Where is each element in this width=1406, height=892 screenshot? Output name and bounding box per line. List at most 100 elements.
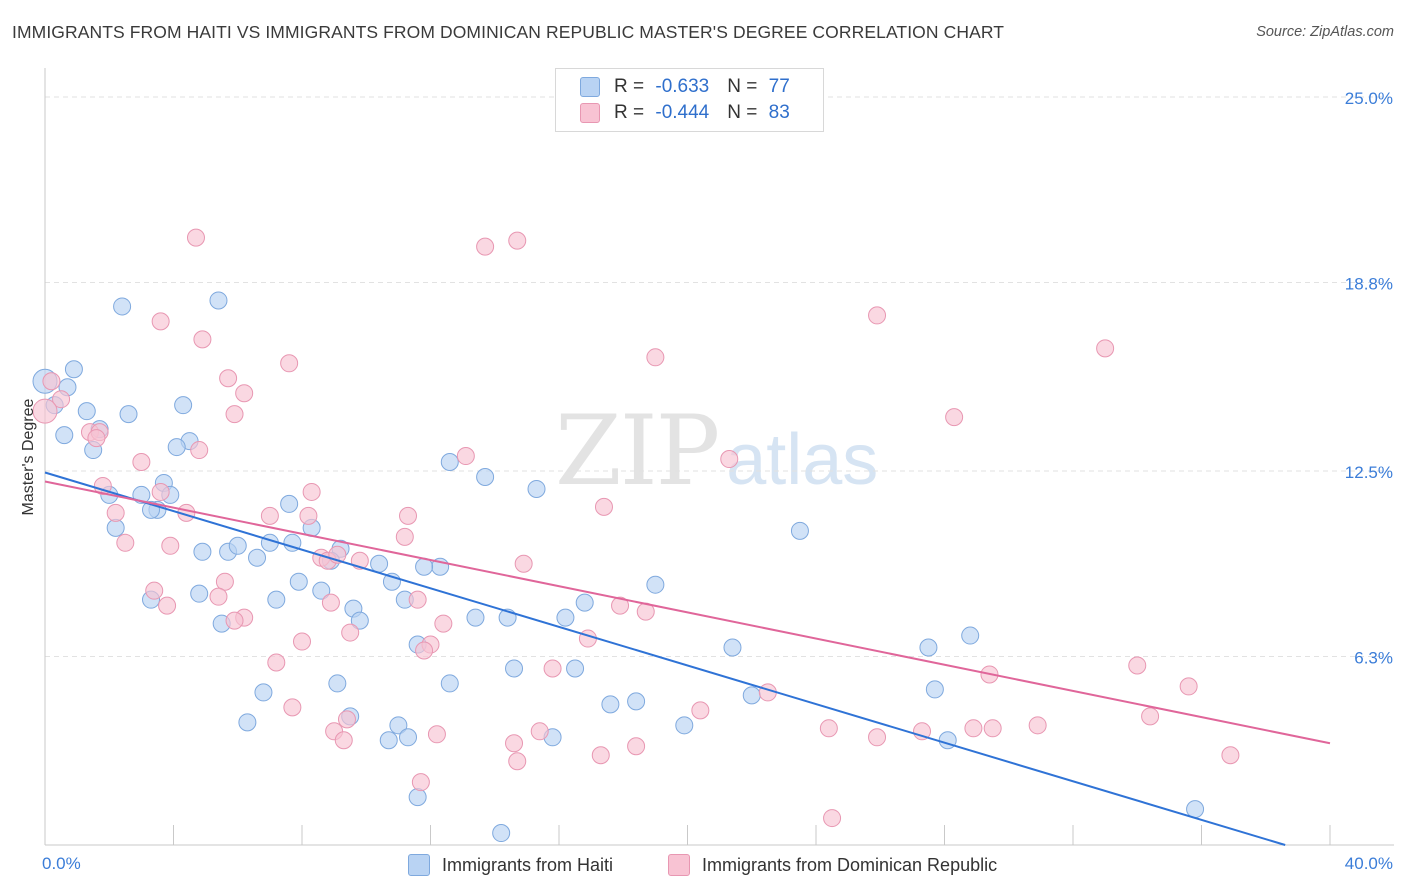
dominican-point xyxy=(611,596,630,615)
haiti-point xyxy=(627,692,646,711)
haiti-point xyxy=(209,291,228,310)
y-tick-label: 6.3% xyxy=(1354,649,1393,668)
haiti-point xyxy=(312,581,331,600)
dominican-point xyxy=(87,429,106,448)
haiti-n-value: 77 xyxy=(768,76,790,97)
data-points xyxy=(32,228,1240,843)
dominican-point xyxy=(514,554,533,573)
haiti-point xyxy=(379,731,398,750)
dominican-n-value: 83 xyxy=(768,102,790,123)
x-tick-label-max: 40.0% xyxy=(1345,854,1393,873)
haiti-trend-line xyxy=(44,471,1286,846)
dominican-point xyxy=(158,596,177,615)
haiti-point xyxy=(505,659,524,678)
dominican-point xyxy=(1128,656,1147,675)
watermark-atlas: atlas xyxy=(726,420,879,500)
haiti-point xyxy=(228,536,247,555)
dominican-point xyxy=(868,306,887,325)
haiti-point xyxy=(350,611,369,630)
dominican-point xyxy=(337,710,356,729)
dominican-point xyxy=(209,587,228,606)
x-tick-label-min: 0.0% xyxy=(42,854,81,873)
dominican-point xyxy=(151,312,170,331)
haiti-swatch xyxy=(580,77,600,97)
haiti-point xyxy=(399,728,418,747)
haiti-point xyxy=(408,788,427,807)
dominican-point xyxy=(691,701,710,720)
dominican-point xyxy=(1141,707,1160,726)
dominican-point xyxy=(823,809,842,828)
grid-lines xyxy=(45,96,1394,658)
dominican-point xyxy=(106,503,125,522)
y-tick-label: 12.5% xyxy=(1345,463,1393,482)
haiti-point xyxy=(64,360,83,379)
dominican-point xyxy=(267,653,286,672)
y-axis-label: Master's Degree xyxy=(20,398,37,515)
haiti-point xyxy=(566,659,585,678)
haiti-point xyxy=(440,453,459,472)
haiti-point xyxy=(106,518,125,537)
correlation-legend: R = -0.633 N = 77 R = -0.444 N = 83 xyxy=(555,68,824,132)
haiti-point xyxy=(961,626,980,645)
haiti-point xyxy=(492,824,511,843)
dominican-point xyxy=(132,453,151,472)
dominican-point xyxy=(1096,339,1115,358)
haiti-point xyxy=(925,680,944,699)
dominican-point xyxy=(646,348,665,367)
haiti-point xyxy=(527,479,546,498)
haiti-point xyxy=(119,405,138,424)
dominican-point xyxy=(868,728,887,747)
haiti-point xyxy=(466,608,485,627)
dominican-point xyxy=(1028,716,1047,735)
dominican-point xyxy=(983,719,1002,738)
dominican-point xyxy=(186,228,205,247)
dominican-point xyxy=(32,398,58,424)
haiti-point xyxy=(646,575,665,594)
watermark-zip: ZIP xyxy=(555,395,720,507)
dominican-point xyxy=(116,533,135,552)
dominican-point xyxy=(219,369,238,388)
dominican-point xyxy=(299,506,318,525)
bottom-haiti-swatch xyxy=(408,854,430,876)
haiti-point xyxy=(919,638,938,657)
dominican-point xyxy=(1179,677,1198,696)
haiti-point xyxy=(601,695,620,714)
dominican-point xyxy=(293,632,311,651)
haiti-point xyxy=(167,438,186,457)
dominican-point xyxy=(1221,746,1240,765)
source-label: Source: ZipAtlas.com xyxy=(1256,24,1394,40)
haiti-n-label: N = xyxy=(727,76,763,97)
dominican-point xyxy=(627,737,646,756)
dominican-r-value: -0.444 xyxy=(655,102,710,123)
dominican-point xyxy=(235,384,254,403)
dominican-point xyxy=(508,231,527,250)
dominican-point xyxy=(42,372,61,391)
haiti-point xyxy=(55,426,74,445)
dominican-point xyxy=(334,731,353,750)
haiti-point xyxy=(742,686,761,705)
haiti-point xyxy=(248,548,267,567)
haiti-point xyxy=(238,713,257,732)
dominican-point xyxy=(427,725,446,744)
bottom-dominican-swatch xyxy=(668,854,690,876)
haiti-point xyxy=(280,494,299,513)
dominican-point xyxy=(151,482,170,501)
dominican-trend-line xyxy=(44,480,1331,745)
haiti-point xyxy=(723,638,742,657)
tick-labels: 6.3% 12.5% 18.8% 25.0% 0.0% 40.0% Master's Deg… xyxy=(20,89,1393,873)
haiti-point xyxy=(289,572,308,591)
dominican-point xyxy=(260,506,279,525)
dominican-point xyxy=(145,581,164,600)
dominican-point xyxy=(434,614,453,633)
dominican-point xyxy=(341,623,360,642)
dominican-point xyxy=(225,405,244,424)
dominican-point xyxy=(505,734,524,753)
dominican-point xyxy=(945,408,964,427)
dominican-swatch xyxy=(580,103,600,123)
dominican-point xyxy=(594,497,613,516)
dominican-point xyxy=(225,611,244,630)
haiti-point xyxy=(328,674,347,693)
dominican-point xyxy=(193,330,212,349)
haiti-point xyxy=(193,542,212,561)
